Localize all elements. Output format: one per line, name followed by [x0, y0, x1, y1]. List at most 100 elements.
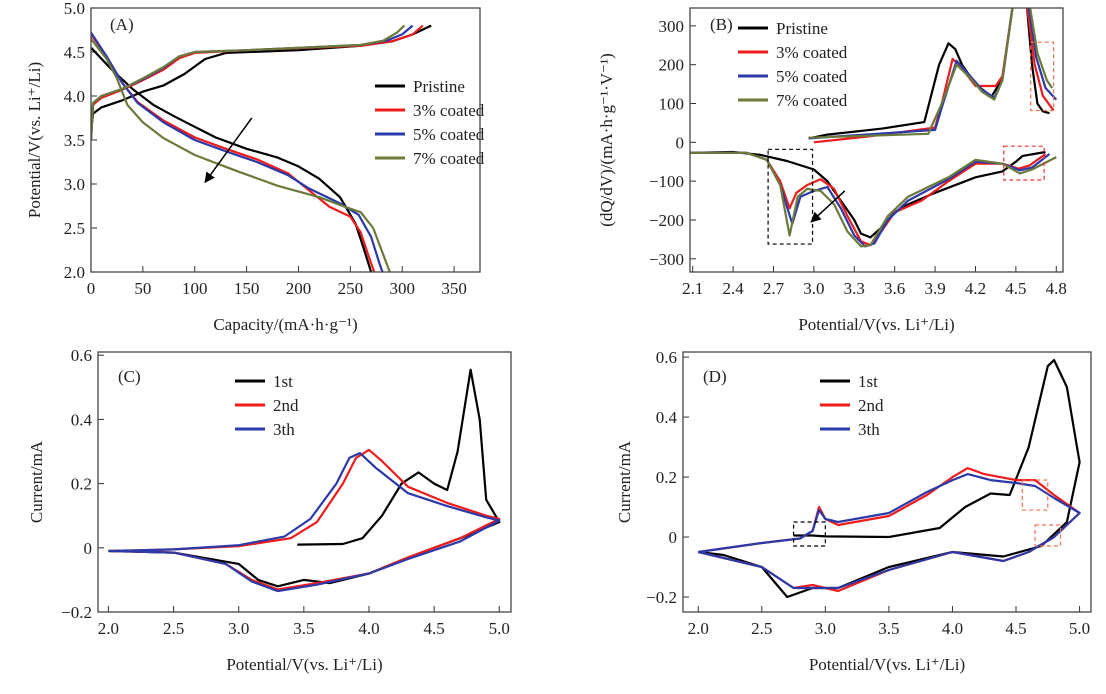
series-line-2nd: [108, 448, 501, 591]
x-tick-label: 100: [182, 279, 208, 298]
y-tick-label: −100: [649, 172, 684, 191]
panel-C: 2.0 2.5 3.0 3.5 4.0 4.5 5.0 −0.2 0 0.2 0.4 0.6 (C) Po…: [27, 346, 512, 674]
series-group: [108, 368, 501, 593]
panel-D: 2.0 2.5 3.0 3.5 4.0 4.5 5.0 −0.2 0 0.2 0.4 0.6 (D) Po…: [615, 348, 1092, 674]
x-tick-label: 5.0: [1069, 619, 1090, 638]
legend-label: 3% coated: [413, 101, 485, 120]
plot-frame: [97, 351, 512, 613]
series-line-3-coated: [91, 24, 424, 141]
x-tick-label: 0: [87, 279, 96, 298]
legend-label: 7% coated: [776, 91, 848, 110]
series-line-7-coated: [91, 24, 406, 141]
legend-label: 3th: [273, 420, 295, 439]
x-tick-label: 250: [338, 279, 364, 298]
series-line-1st: [108, 368, 501, 588]
plot-frame: [90, 7, 481, 273]
panel-label: (C): [118, 367, 141, 386]
y-axis-label: Potential/V(vs. Li⁺/Li): [25, 62, 44, 218]
legend: Pristine 3% coated 5% coated 7% coated: [738, 19, 848, 110]
y-tick-label: 4.0: [64, 87, 85, 106]
x-tick-label: 150: [234, 279, 260, 298]
trend-arrow: [810, 190, 846, 223]
y-tick-label: −300: [649, 250, 684, 269]
dashed-highlight-box: [1030, 41, 1055, 112]
y-tick-label: −0.2: [61, 603, 92, 622]
x-tick-label: 3.6: [884, 279, 905, 298]
x-tick-label: 3.0: [228, 619, 249, 638]
y-tick-label: 0.2: [71, 475, 92, 494]
series-line-3th: [698, 473, 1081, 590]
dashed-highlight-box: [1034, 524, 1062, 547]
legend-label: 3th: [858, 420, 880, 439]
legend-label: 1st: [273, 372, 293, 391]
x-tick-label: 4.8: [1046, 279, 1067, 298]
series-line-7-coated: [808, 8, 1054, 139]
x-tick-label: 5.0: [489, 619, 510, 638]
legend-label: 2nd: [858, 396, 884, 415]
x-tick-label: 4.5: [1005, 619, 1026, 638]
series-line-2nd: [698, 467, 1081, 593]
y-tick-label: 300: [659, 17, 685, 36]
y-tick-label: 0.2: [656, 468, 677, 487]
y-tick-label: −200: [649, 211, 684, 230]
series-line-7-coated: [690, 151, 1057, 248]
y-tick-label: −0.2: [646, 588, 677, 607]
x-tick-label: 2.0: [98, 619, 119, 638]
trend-arrow: [204, 117, 253, 184]
series-line-7-coated: [91, 38, 391, 272]
y-tick-label: 200: [659, 56, 685, 75]
y-tick-label: 5.0: [64, 0, 85, 18]
y-tick-label: 100: [659, 95, 685, 114]
x-tick-label: 350: [441, 279, 467, 298]
series-group: [698, 359, 1081, 599]
y-tick-label: 0.4: [656, 408, 678, 427]
legend-label: 7% coated: [413, 149, 485, 168]
legend: 1st 2nd 3th: [820, 372, 884, 439]
y-axis-label: Current/mA: [27, 440, 46, 523]
plot-frame: [682, 351, 1092, 613]
panel-label: (A): [110, 15, 134, 34]
y-tick-label: 0.6: [656, 348, 677, 367]
panel-label: (B): [710, 15, 733, 34]
x-tick-label: 4.0: [942, 619, 963, 638]
y-axis-label: (dQ/dV)/(mA·h·g⁻¹·V⁻¹): [597, 53, 616, 227]
legend: Pristine 3% coated 5% coated 7% coated: [375, 77, 485, 168]
x-tick-label: 50: [134, 279, 151, 298]
y-tick-label: 4.5: [64, 43, 85, 62]
legend-label: Pristine: [776, 19, 828, 38]
plot-frame: [689, 7, 1064, 273]
y-tick-label: 0.6: [71, 346, 92, 365]
legend-label: 3% coated: [776, 43, 848, 62]
x-tick-label: 3.0: [815, 619, 836, 638]
series-line-3-coated: [690, 151, 1047, 247]
x-tick-label: 3.5: [293, 619, 314, 638]
y-tick-label: 0: [676, 133, 685, 152]
y-tick-label: 2.0: [64, 263, 85, 282]
x-tick-label: 4.2: [965, 279, 986, 298]
series-line-1st: [698, 359, 1081, 599]
x-tick-label: 4.0: [358, 619, 379, 638]
x-tick-label: 4.5: [424, 619, 445, 638]
y-tick-label: 0: [84, 539, 93, 558]
x-tick-label: 300: [389, 279, 415, 298]
x-tick-label: 2.7: [763, 279, 785, 298]
x-axis-label: Potential/V(vs. Li⁺/Li): [798, 315, 954, 334]
y-axis-label: Current/mA: [615, 440, 634, 523]
y-tick-label: 0.4: [71, 410, 93, 429]
legend-label: 5% coated: [413, 125, 485, 144]
x-axis-label: Capacity/(mA·h·g⁻¹): [213, 315, 357, 334]
x-axis-label: Potential/V(vs. Li⁺/Li): [809, 655, 965, 674]
dashed-highlight-box: [1003, 145, 1045, 181]
legend-label: 5% coated: [776, 67, 848, 86]
x-tick-label: 3.0: [803, 279, 824, 298]
x-tick-label: 200: [286, 279, 312, 298]
panel-B: 2.1 2.4 2.7 3.0 3.3 3.6 3.9 4.2 4.5 4.8 −300 −200 −1…: [597, 7, 1067, 334]
x-tick-label: 2.5: [751, 619, 772, 638]
legend-label: 2nd: [273, 396, 299, 415]
y-tick-label: 3.5: [64, 131, 85, 150]
series-line-5-coated: [690, 151, 1051, 248]
legend: 1st 2nd 3th: [235, 372, 299, 439]
panel-A: 0 50 100 150 200 250 300 350 2.0 2.5 3.0 3.5 4.0 4.5 5…: [25, 0, 485, 334]
x-axis-label: Potential/V(vs. Li⁺/Li): [226, 655, 382, 674]
